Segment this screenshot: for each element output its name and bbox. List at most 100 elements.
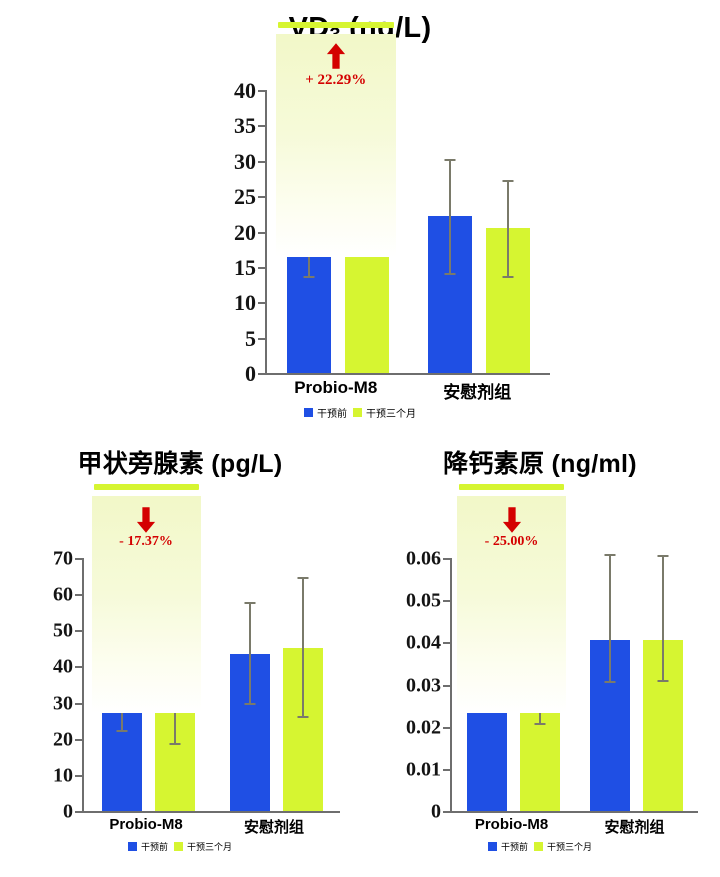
legend-item-after: 干预三个月 [534,840,592,853]
plot-area-pct: 0 0.01 0.02 0.03 0.04 0.05 0.06 - 25.00% [406,484,698,823]
legend-label-before: 干预前 [317,409,347,420]
legend-label-after: 干预三个月 [187,842,233,852]
chart-pth: 甲状旁腺素 (pg/L) 0 10 20 30 40 50 60 70 - 17.37% Pr… [0,440,360,877]
percent-change-label: - 17.37% [119,534,173,549]
error-bar [248,602,251,706]
y-tick-mark [258,266,265,269]
error-bar [609,553,611,684]
y-tick-mark [75,738,82,741]
y-tick-label: 0 [63,800,73,823]
y-tick-mark [75,702,82,705]
chart-title-pth: 甲状旁腺素 (pg/L) [77,450,283,478]
y-tick-label: 0 [431,800,441,823]
legend-item-before: 干预前 [487,840,528,853]
x-axis [265,373,550,375]
percent-change-label: + 22.29% [305,72,367,88]
x-axis-label-group1: Probio-M8 [109,816,183,833]
y-tick-mark [443,684,450,687]
legend-swatch-blue [487,842,497,851]
y-tick-mark [258,196,265,199]
plot-area-vd3: 0 5 10 15 20 25 30 35 40 + 22.29% [234,22,550,386]
highlight-band [275,34,396,257]
y-tick-label: 10 [234,290,256,316]
percent-change-label: - 25.00% [484,534,539,549]
y-tick-label: 0 [245,361,256,386]
highlight-cap-bar [93,484,199,490]
y-tick-label: 20 [53,728,73,751]
y-tick-mark [443,558,450,560]
y-tick-label: 0.05 [406,589,441,612]
x-axis [450,811,698,813]
error-bar [507,179,510,279]
error-bar [662,554,664,683]
x-axis-label-group1: Probio-M8 [474,816,549,833]
y-tick-mark [258,160,265,163]
y-tick-label: 0.04 [406,631,441,654]
y-tick-mark [258,125,265,128]
legend-swatch-lime [353,408,362,417]
y-tick-mark [258,302,265,305]
plot-area-pth: 0 10 20 30 40 50 60 70 - 17.37% [53,484,340,823]
y-tick-mark [75,774,82,777]
y-tick-label: 40 [53,655,73,678]
y-tick-mark [75,630,82,633]
y-tick-label: 50 [53,619,73,642]
x-axis-label-group2: 安慰剂组 [604,819,665,836]
y-tick-label: 15 [234,254,256,280]
y-tick-label: 60 [53,583,73,606]
x-axis-label-group1: Probio-M8 [294,378,378,397]
y-tick-label: 70 [53,547,73,570]
y-tick-mark [75,558,82,560]
y-tick-mark [75,666,82,669]
y-tick-label: 40 [234,78,256,103]
y-tick-label: 0.01 [406,758,441,781]
y-tick-label: 30 [53,692,73,715]
trend-arrow-icon [502,506,522,539]
y-tick-label: 30 [234,148,256,174]
legend-swatch-blue [304,408,313,417]
y-tick-mark [443,768,450,771]
legend-swatch-blue [127,842,137,851]
y-tick-label: 0.02 [406,716,441,739]
legend-item-after: 干预三个月 [353,405,416,420]
error-bar [301,577,304,719]
y-tick-label: 35 [234,113,256,139]
legend-label-after: 干预三个月 [366,409,416,420]
chart-title-pct: 降钙素原 (ng/ml) [443,450,637,478]
trend-arrow-icon [326,42,346,75]
y-tick-mark [75,811,82,813]
y-tick-label: 0.06 [406,547,441,570]
highlight-cap-bar [277,22,394,28]
y-tick-mark [75,594,82,597]
legend-swatch-lime [534,842,543,851]
legend-pct: 干预前 干预三个月 [360,840,720,853]
legend-item-before: 干预前 [127,840,168,853]
y-tick-mark [258,231,265,234]
y-tick-mark [443,726,450,729]
x-axis [82,811,340,813]
legend-label-before: 干预前 [500,842,528,852]
y-tick-mark [258,337,265,340]
y-tick-mark [443,811,450,813]
chart-pct: 降钙素原 (ng/ml) 0 0.01 0.02 0.03 0.04 0.05 0.06 -… [360,440,720,877]
y-tick-mark [443,600,450,603]
trend-arrow-icon [136,506,156,539]
highlight-cap-bar [459,484,564,490]
y-tick-label: 25 [234,184,256,210]
y-tick-label: 5 [245,325,256,351]
legend-item-before: 干预前 [304,405,347,420]
y-axis [265,90,267,375]
legend-label-after: 干预三个月 [547,842,593,852]
y-tick-mark [258,90,265,92]
error-bar [449,159,452,275]
y-tick-mark [258,373,265,375]
y-tick-mark [443,642,450,645]
x-axis-label-group2: 安慰剂组 [443,383,512,402]
y-tick-label: 20 [234,219,256,245]
legend-swatch-lime [174,842,183,851]
x-axis-label-group2: 安慰剂组 [243,819,304,836]
y-axis [450,558,452,813]
legend-label-before: 干预前 [140,842,168,852]
